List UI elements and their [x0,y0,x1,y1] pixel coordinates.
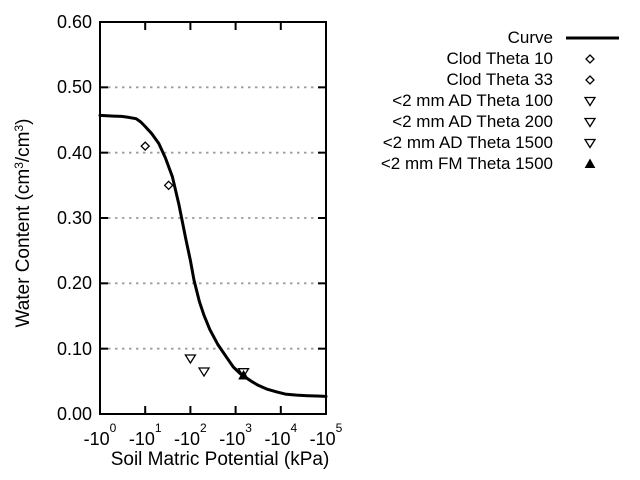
legend-entry: <2 mm AD Theta 1500 [325,132,623,153]
x-tick-exponent: 4 [290,421,298,435]
legend-entry-label: Clod Theta 33 [446,69,553,89]
y-tick-label: 0.40 [56,142,92,163]
legend-entry-label: Clod Theta 10 [446,48,553,68]
y-axis-title: Water Content (cm3/cm3) [11,93,37,353]
legend-entry-label: <2 mm AD Theta 200 [392,111,553,131]
legend: Curve Clod Theta 10 Clod Theta 33 <2 mm AD … [325,27,623,174]
x-tick-label: -101 [128,421,162,449]
legend-entry: <2 mm FM Theta 1500 [325,153,623,174]
marker-triangle-down-open [583,138,597,149]
legend-entry-label: <2 mm AD Theta 100 [392,90,553,110]
y-tick-label: 0.50 [56,77,92,98]
x-tick-label: -100 [83,421,117,449]
marker-triangle-down-open [583,117,597,128]
legend-marker-line [566,36,619,39]
marker-diamond-open [585,74,595,85]
y-tick-label: 0.60 [56,12,92,32]
legend-entry-label: <2 mm FM Theta 1500 [380,153,553,173]
x-tick-label: -102 [174,421,207,449]
x-axis-title: Soil Matric Potential (kPa) [110,449,330,470]
legend-entry: Curve [325,27,623,48]
x-tick-exponent: 0 [109,421,117,435]
x-tick-exponent: 2 [200,421,207,435]
y-axis-title-text: /cm [13,131,34,163]
marker-diamond-open [585,53,595,64]
legend-entry: Clod Theta 33 [325,69,623,90]
x-tick-label: -103 [219,421,252,449]
legend-marker-diamond-open [585,74,595,85]
marker-diamond-open [163,180,174,191]
marker-triangle-up-filled [238,369,249,380]
marker-triangle-down-open [583,96,597,107]
y-tick-label: 0.20 [56,273,92,294]
y-axis-title-text: ) [13,118,34,125]
y-tick-label: 0.30 [56,208,92,228]
x-tick-exponent: 5 [335,421,343,435]
x-tick-label: -105 [309,421,343,449]
marker-triangle-down-open [184,354,197,365]
x-tick-exponent: 3 [245,421,252,435]
legend-entry: <2 mm AD Theta 200 [325,111,623,132]
marker-triangle-down-open [197,367,211,378]
y-tick-label: 0.10 [56,338,92,359]
legend-marker-diamond-open [585,53,595,64]
legend-entry-label: <2 mm AD Theta 1500 [382,132,553,152]
legend-marker-triangle-down-open [583,117,597,128]
legend-entry-label: Curve [507,27,553,47]
y-axis-title-sup: 3 [12,162,26,169]
retention-curve [98,113,328,398]
y-axis-title-sup: 3 [12,124,26,132]
x-tick-exponent: 1 [154,421,162,435]
marker-triangle-up-filled [584,157,596,168]
legend-marker-triangle-down-open [583,138,597,149]
legend-entry: <2 mm AD Theta 100 [325,90,623,111]
y-axis-title-text: Water Content (cm [13,168,34,328]
legend-marker-triangle-down-open [583,96,597,107]
legend-marker-triangle-up-filled [584,157,596,168]
y-tick-label: 0.00 [56,404,92,424]
x-tick-label: -104 [264,421,298,449]
legend-entry: Clod Theta 10 [325,48,623,69]
marker-diamond-open [140,141,151,152]
